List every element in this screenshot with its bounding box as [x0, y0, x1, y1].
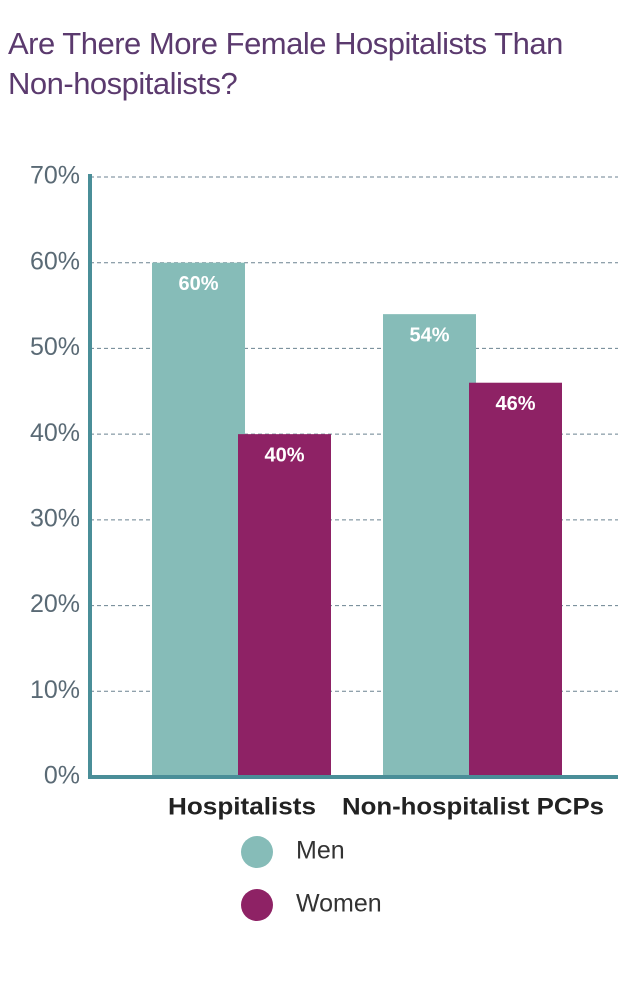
bar [238, 434, 331, 777]
bar [469, 382, 562, 777]
bar [152, 262, 245, 777]
data-label: 40% [264, 444, 304, 466]
legend-marker [241, 836, 273, 868]
chart-title: Are There More Female Hospitalists Than … [8, 26, 563, 101]
x-tick-label: Non-hospitalist PCPs [342, 793, 604, 820]
data-label: 54% [409, 324, 449, 346]
legend-marker [241, 889, 273, 921]
y-tick-label: 10% [30, 676, 80, 704]
x-tick-label: Hospitalists [168, 793, 316, 820]
data-label: 60% [178, 273, 218, 295]
y-tick-label: 40% [30, 419, 80, 447]
y-tick-label: 30% [30, 504, 80, 532]
y-tick-label: 50% [30, 333, 80, 361]
y-tick-label: 0% [44, 762, 80, 790]
legend-label: Men [296, 837, 345, 865]
y-tick-label: 20% [30, 590, 80, 618]
y-tick-label: 60% [30, 247, 80, 275]
data-label: 46% [495, 393, 535, 415]
y-tick-label: 70% [30, 162, 80, 190]
legend-label: Women [296, 890, 382, 918]
bar [383, 314, 476, 777]
